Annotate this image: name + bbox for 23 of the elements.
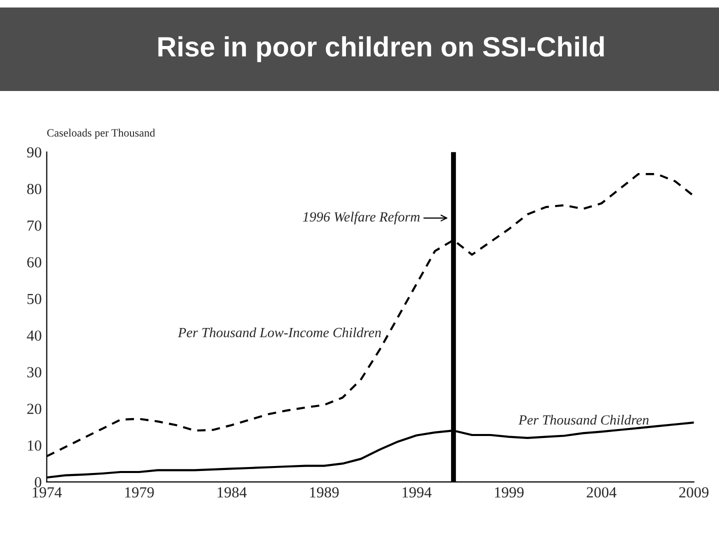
y-tick-label: 60 — [27, 257, 42, 268]
x-tick-label: 1979 — [125, 487, 154, 498]
chart-title: Rise in poor children on SSI-Child — [158, 36, 604, 62]
series-label: Per Thousand Low-Income Children — [178, 327, 381, 338]
y-tick-label: 20 — [27, 404, 42, 414]
y-tick-label: 70 — [28, 220, 42, 231]
ref-line-label: 1996 Welfare Reform — [302, 212, 420, 224]
y-tick-label: 50 — [27, 294, 42, 304]
x-tick-label: 2009 — [679, 487, 708, 498]
y-tick-label: 0 — [34, 477, 42, 488]
y-axis-title: Caseloads per Thousand — [47, 128, 156, 139]
y-tick-label: 10 — [28, 440, 42, 451]
x-tick-label: 1984 — [218, 487, 247, 498]
series-label: Per Thousand Children — [518, 414, 649, 425]
x-tick-label: 1994 — [402, 487, 432, 498]
y-tick-label: 90 — [27, 147, 42, 158]
y-tick-label: 40 — [26, 330, 42, 341]
y-tick-label: 80 — [27, 184, 42, 194]
y-tick-label: 30 — [27, 367, 42, 378]
x-tick-label: 1999 — [495, 487, 524, 498]
x-tick-label: 2004 — [586, 487, 616, 498]
x-tick-label: 1974 — [32, 487, 62, 498]
x-tick-label: 1989 — [310, 487, 339, 498]
